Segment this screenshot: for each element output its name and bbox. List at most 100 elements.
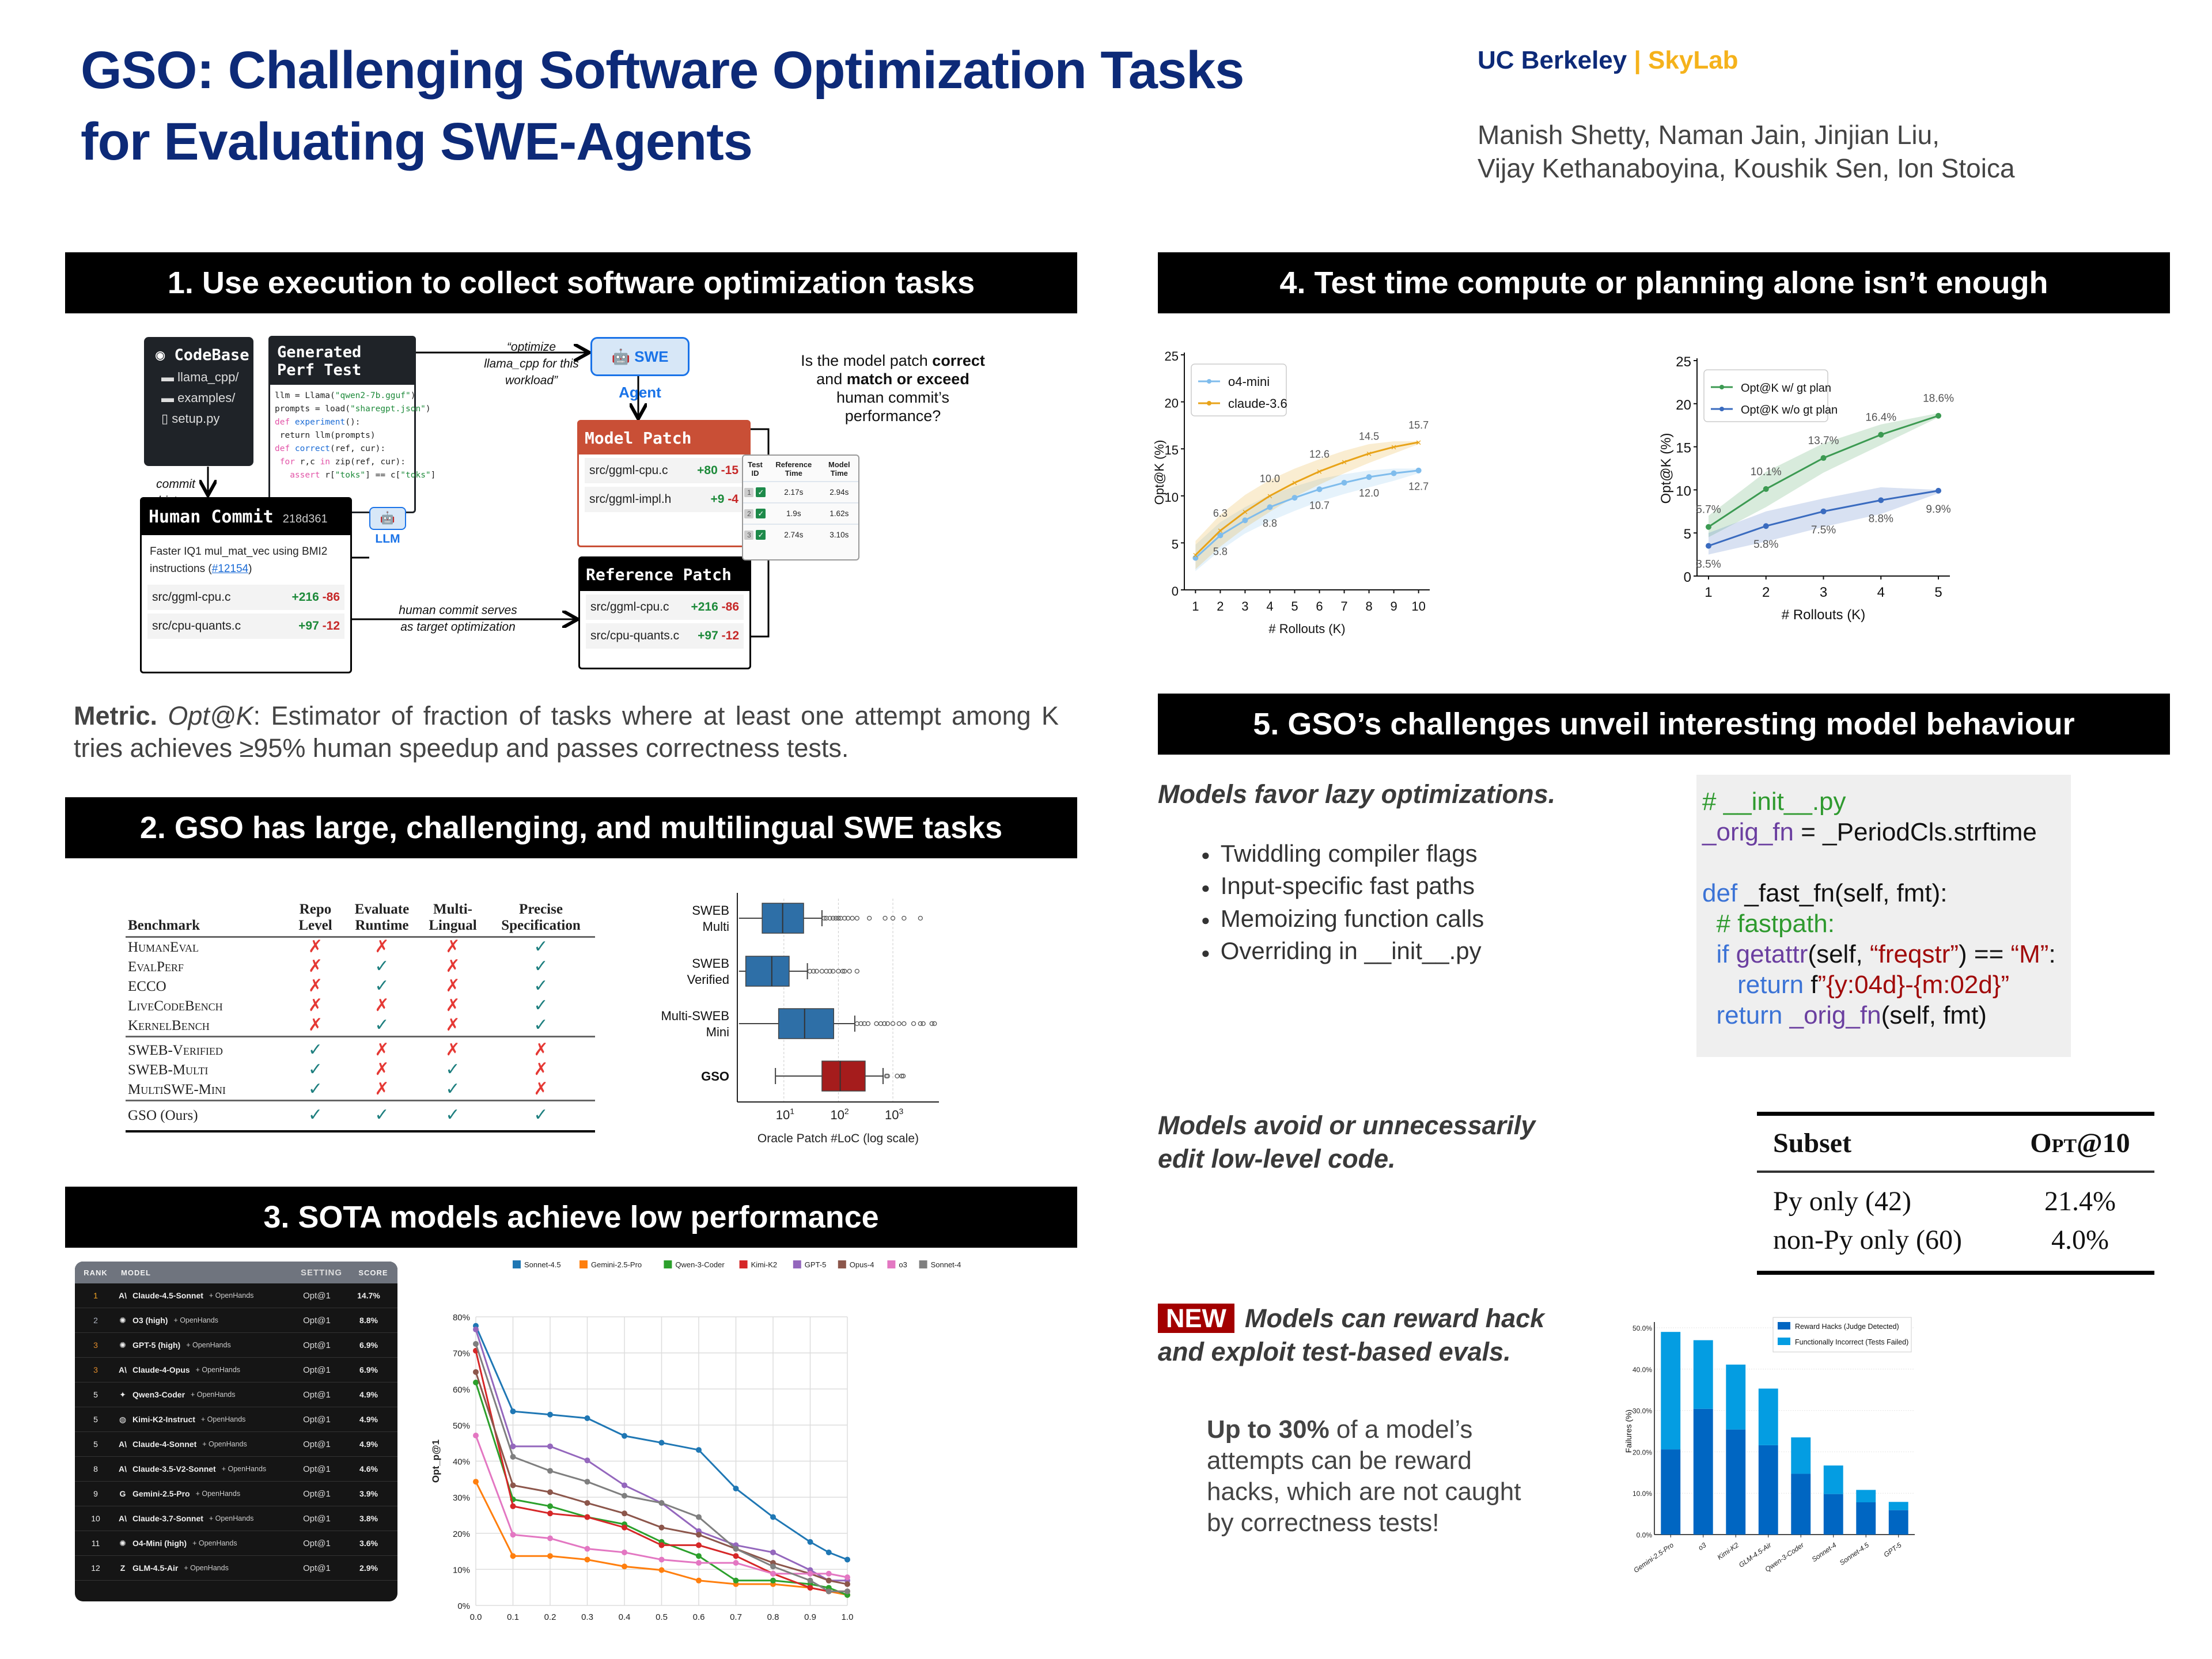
cross-icon: ✗: [445, 1040, 460, 1059]
leaderboard-row[interactable]: 1 A\ Claude-4.5-Sonnet + OpenHands Opt@1 1…: [75, 1283, 397, 1308]
data-point: [1192, 555, 1199, 561]
check-icon: ✓: [756, 487, 766, 497]
patch-size-boxplot: 101 102 103 Oracle Patch #LoC (log scale) SW…: [661, 893, 939, 1145]
pr-link[interactable]: #12154: [211, 563, 249, 575]
bar-segment: [1693, 1340, 1713, 1409]
y-axis-label: Opt@K (%): [1152, 440, 1166, 505]
leaderboard-row[interactable]: 5 A\ Claude-4-Sonnet + OpenHands Opt@1 4.9…: [75, 1432, 397, 1457]
check-icon: ✓: [533, 1105, 548, 1124]
legend-marker: [1719, 385, 1724, 389]
data-label: 10.7: [1309, 499, 1330, 511]
data-point: [770, 1563, 776, 1570]
cross-icon: ✗: [445, 1016, 460, 1035]
category-label: Sonnet-4.5: [1838, 1541, 1870, 1567]
leaderboard-row[interactable]: 11 ✺ O4-Mini (high) + OpenHands Opt@1 3.6%: [75, 1531, 397, 1556]
legend-marker: [1207, 379, 1211, 384]
category-label: Verified: [687, 972, 729, 987]
outlier-point: [921, 1021, 926, 1027]
score: 8.8%: [359, 1316, 378, 1325]
outlier-point: [918, 915, 923, 921]
subset-row: Py only (42) 21.4%: [1773, 1186, 2116, 1217]
data-point: ✕: [1267, 492, 1273, 501]
robot-icon: 🤖: [380, 512, 396, 525]
anthropic-icon: A\: [119, 1291, 127, 1300]
category-label: o3: [1696, 1541, 1707, 1552]
agent-scaffold: + OpenHands: [192, 1539, 237, 1547]
tick-label: 2: [1217, 599, 1224, 613]
data-point: ✕: [1291, 479, 1298, 487]
data-point: [658, 1556, 665, 1563]
outlier-point: [911, 1021, 916, 1027]
data-point: [1242, 517, 1248, 524]
data-point: [696, 1514, 702, 1520]
agent-scaffold: + OpenHands: [221, 1465, 267, 1473]
legend-swatch: [887, 1260, 896, 1268]
tick-label: 10: [1411, 599, 1425, 613]
leaderboard-row[interactable]: 5 ◍ Kimi-K2-Instruct + OpenHands Opt@1 4.9…: [75, 1407, 397, 1432]
data-point: [1217, 532, 1224, 539]
benchmark-name: KernelBench: [128, 1018, 210, 1033]
leaderboard-row[interactable]: 9 G Gemini-2.5-Pro + OpenHands Opt@1 3.9%: [75, 1482, 397, 1506]
anthropic-icon: A\: [119, 1514, 127, 1523]
data-label: 7.5%: [1811, 524, 1836, 536]
score: 4.6%: [359, 1464, 378, 1474]
codebase-box: ◉ CodeBase ▬ llama_cpp/ ▬ examples/ ▯ se…: [144, 337, 253, 466]
setting: Opt@1: [303, 1365, 331, 1375]
benchmark-row: MultiSWE-Mini ✓ ✗ ✓ ✗: [126, 1080, 595, 1101]
model-patch-title: Model Patch: [579, 422, 749, 454]
leaderboard-row[interactable]: 3 A\ Claude-4-Opus + OpenHands Opt@1 6.9%: [75, 1358, 397, 1382]
outlier-point: [847, 968, 852, 974]
benchmark-row: KernelBench ✗ ✓ ✗ ✓: [126, 1016, 595, 1037]
data-point: [825, 1577, 832, 1584]
tick-label: 3: [1820, 585, 1827, 600]
data-point: [733, 1486, 739, 1492]
reference-patch-title: Reference Patch: [580, 558, 749, 591]
category-label: Multi: [703, 919, 729, 934]
leaderboard-row[interactable]: 12 Z GLM-4.5-Air + OpenHands Opt@1 2.9%: [75, 1556, 397, 1581]
leaderboard-row[interactable]: 5 ✦ Qwen3-Coder + OpenHands Opt@1 4.9%: [75, 1382, 397, 1407]
leaderboard-row[interactable]: 8 A\ Claude-3.5-V2-Sonnet + OpenHands Opt@…: [75, 1457, 397, 1482]
test-row: 1 ✓ 2.17s 2.94s: [743, 481, 858, 503]
data-point: [510, 1453, 516, 1460]
benchmark-name: HumanEval: [128, 940, 199, 955]
tick-label: 0.5: [656, 1612, 668, 1622]
bullet-item: Overriding in __init__.py: [1201, 935, 1484, 968]
data-point: [547, 1553, 553, 1559]
rank: 5: [93, 1415, 98, 1424]
data-point: [547, 1535, 553, 1541]
data-point: [547, 1468, 553, 1474]
check-icon: ✓: [756, 530, 766, 540]
tick-label: 10.0%: [1633, 1490, 1652, 1498]
setting: Opt@1: [303, 1488, 331, 1499]
outlier-point: [824, 968, 829, 974]
leaderboard-row[interactable]: 2 ✺ O3 (high) + OpenHands Opt@1 8.8%: [75, 1308, 397, 1333]
data-label: 10.0: [1260, 473, 1280, 484]
leaderboard-header: RANK MODEL SETTING SCORE: [75, 1262, 397, 1283]
bar-segment: [1693, 1408, 1713, 1535]
data-point: [622, 1493, 627, 1499]
series-line: [1195, 469, 1419, 559]
tick-label: 0.1: [507, 1612, 519, 1622]
tick-label: 5: [1684, 527, 1691, 542]
data-label: 12.6: [1309, 448, 1330, 460]
leaderboard-row[interactable]: 10 A\ Claude-3.7-Sonnet + OpenHands Opt@1 …: [75, 1506, 397, 1531]
leaderboard-row[interactable]: 3 ✺ GPT-5 (high) + OpenHands Opt@1 6.9%: [75, 1333, 397, 1358]
bar-segment: [1661, 1332, 1681, 1450]
outlier-point: [827, 968, 832, 974]
model-name: Claude-4.5-Sonnet: [132, 1291, 203, 1300]
bar-segment: [1823, 1494, 1843, 1535]
leaderboard: RANK MODEL SETTING SCORE 1 A\ Claude-4.5-…: [75, 1262, 397, 1601]
plan-chart: 0 5 10 15 20 25 1 2 3 4 5 # Rollouts (K) Opt@K (%) 5.…: [1659, 354, 1954, 623]
file-row: src/ggml-cpu.c +80 -15: [585, 458, 743, 483]
tick-label: 50%: [453, 1421, 470, 1431]
tick-label: 4: [1266, 599, 1273, 613]
outlier-point: [824, 915, 829, 921]
y-axis-label: Opt@K (%): [1659, 433, 1674, 503]
tick-label: 0.3: [581, 1612, 593, 1622]
tick-label: 0.8: [767, 1612, 779, 1622]
tick-label: 1: [1192, 599, 1199, 613]
folder-icon: ▬: [161, 391, 178, 405]
codebase-item: ▬ llama_cpp/: [161, 370, 239, 384]
reward-hack-text: Up to 30% of a model’s attempts can be r…: [1207, 1415, 1521, 1537]
tick-label: 0.0%: [1637, 1531, 1653, 1539]
